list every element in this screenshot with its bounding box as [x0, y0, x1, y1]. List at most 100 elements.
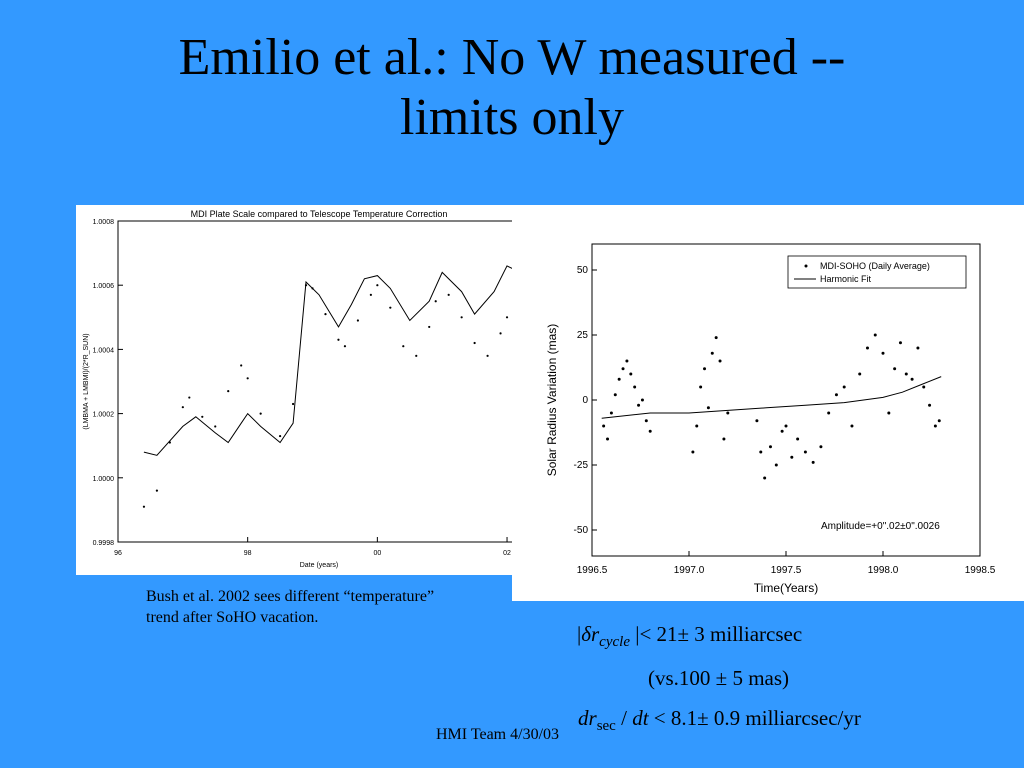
data-point — [648, 429, 652, 433]
data-point — [415, 354, 418, 357]
data-point — [505, 316, 509, 319]
caption-line-2: trend after SoHO vacation. — [146, 609, 319, 626]
data-point — [227, 390, 230, 393]
data-point — [933, 424, 937, 428]
data-point — [722, 437, 726, 441]
y-tick-label: -50 — [574, 525, 589, 536]
data-point — [827, 411, 831, 415]
title-line-1: Emilio et al.: No W measured -- — [178, 29, 846, 86]
data-point — [819, 445, 823, 449]
data-point — [188, 396, 191, 399]
data-point — [402, 345, 405, 348]
plot-frame — [591, 243, 981, 557]
data-point — [803, 450, 807, 454]
y-tick-label: 25 — [577, 330, 589, 341]
data-point — [621, 367, 625, 371]
data-point — [324, 312, 327, 316]
plate-scale-chart: MDI Plate Scale compared to Telescope Te… — [76, 205, 526, 575]
data-point — [811, 460, 815, 464]
data-point — [376, 284, 379, 287]
data-point — [790, 455, 794, 459]
x-tick-label: 00 — [373, 550, 381, 557]
eq1-r: r — [590, 622, 600, 646]
eq3-dr: dr — [578, 706, 597, 730]
caption: Bush et al. 2002 sees different “tempera… — [146, 586, 526, 628]
y-tick-label: 0 — [582, 395, 588, 406]
y-tick-label: 1.0004 — [93, 347, 115, 354]
y-tick-label: 1.0002 — [93, 412, 115, 419]
y-tick-label: 1.0006 — [93, 283, 115, 290]
data-point — [922, 385, 926, 389]
data-point — [699, 385, 703, 389]
data-point — [726, 411, 730, 415]
y-axis-label: Solar Radius Variation (mas) — [545, 324, 559, 477]
plate-scale-chart-svg: MDI Plate Scale compared to Telescope Te… — [83, 209, 521, 569]
chart-title: MDI Plate Scale compared to Telescope Te… — [191, 209, 448, 219]
x-tick-label: 96 — [114, 550, 122, 557]
data-point — [691, 450, 695, 454]
data-point — [246, 377, 249, 380]
x-tick-label: 98 — [244, 550, 252, 557]
data-point — [873, 333, 877, 337]
eq2-text: (vs.100 ± 5 mas) — [648, 666, 790, 690]
y-axis-label: (LMBMA + LMBMI)/(2*R_SUN) — [83, 333, 90, 429]
data-point — [609, 411, 613, 415]
equation-cycle-limit: |δrcycle |< 21± 3 milliarcsec — [577, 622, 802, 651]
data-point — [613, 393, 617, 397]
data-point — [606, 437, 610, 441]
data-point — [842, 385, 846, 389]
data-point — [718, 359, 722, 363]
data-point — [447, 293, 450, 296]
data-point — [343, 345, 347, 348]
data-point — [759, 450, 763, 454]
data-point — [311, 287, 314, 290]
y-tick-label: 0.9998 — [93, 540, 115, 547]
data-point — [714, 336, 718, 340]
equation-secular-limit: drsec / dt < 8.1± 0.9 milliarcsec/yr — [578, 706, 861, 735]
data-point — [434, 300, 437, 303]
data-point — [768, 445, 772, 449]
eq3-value: < 8.1± 0.9 milliarcsec/yr — [648, 706, 861, 730]
radius-variation-chart-svg: 1996.5 1997.0 1997.5 1998.0 1998.5 50 25 0 -25 -5… — [545, 243, 996, 595]
data-point — [710, 351, 714, 355]
eq3-dt: dt — [632, 706, 649, 730]
data-point — [278, 434, 282, 438]
data-point — [937, 419, 941, 423]
data-point — [460, 316, 463, 319]
eq1-delta: δ — [581, 622, 591, 646]
x-tick-label: 02 — [503, 550, 511, 557]
data-point — [755, 419, 759, 423]
data-point — [916, 346, 920, 350]
x-tick-label: 1998.5 — [965, 565, 996, 576]
data-point — [201, 415, 204, 418]
plot-frame — [117, 220, 521, 543]
legend-label: Harmonic Fit — [820, 274, 872, 284]
x-tick-label: 1997.5 — [771, 565, 802, 576]
eq3-subscript: sec — [596, 718, 616, 735]
data-point — [637, 403, 641, 407]
x-axis-label: Date (years) — [300, 562, 339, 569]
data-point — [850, 424, 854, 428]
y-tick-label: 50 — [577, 265, 589, 276]
data-point — [356, 319, 360, 322]
x-tick-label: 1998.0 — [868, 565, 899, 576]
data-point — [703, 367, 707, 371]
caption-line-1: Bush et al. 2002 sees different “tempera… — [146, 588, 435, 605]
data-point — [858, 372, 862, 376]
data-point — [928, 403, 932, 407]
data-point — [155, 489, 159, 492]
data-point — [214, 425, 217, 428]
data-point — [240, 364, 243, 367]
eq1-subscript: cycle — [599, 634, 630, 651]
x-tick-label: 1996.5 — [577, 565, 608, 576]
data-point — [389, 306, 392, 309]
data-point — [644, 419, 648, 423]
footer: HMI Team 4/30/03 — [436, 726, 560, 743]
legend-box — [787, 255, 967, 289]
data-point — [499, 332, 502, 335]
x-tick-label: 1997.0 — [674, 565, 705, 576]
data-point — [473, 341, 476, 345]
equation-comparison: (vs.100 ± 5 mas) — [648, 666, 789, 691]
x-axis-label: Time(Years) — [754, 581, 818, 595]
data-point — [780, 429, 784, 433]
